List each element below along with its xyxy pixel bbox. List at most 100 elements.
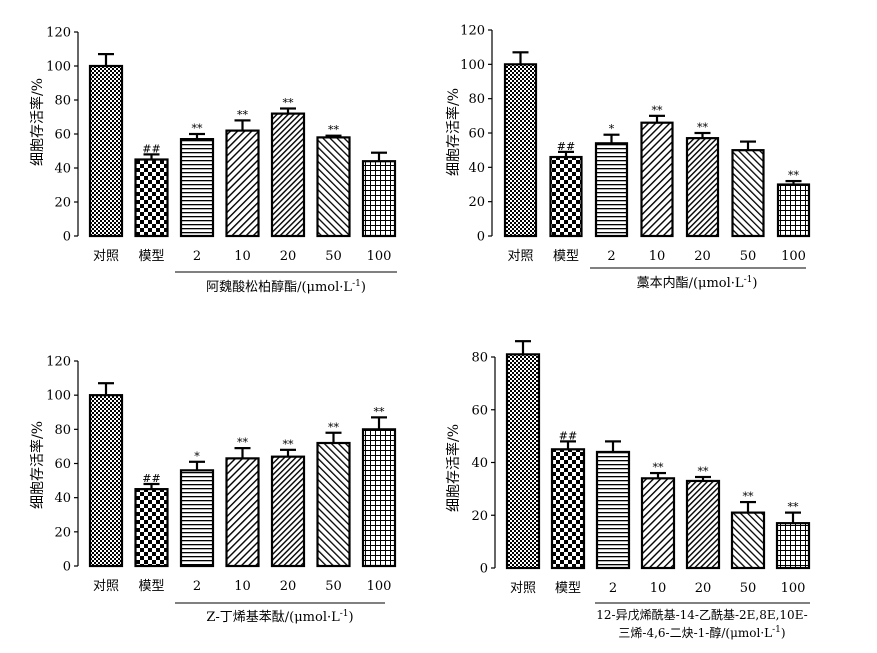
significance-mark: ** — [237, 108, 249, 121]
x-tick-label: 20 — [695, 581, 712, 596]
x-tick-label: 100 — [781, 581, 806, 596]
bar — [776, 183, 811, 238]
y-tick-label: 100 — [46, 60, 71, 75]
plot-area: 0 20 40 60 80 100 120 对照 ## 模型 * 2 ** 10 ** 20 ** 50 ** 100 — [46, 355, 397, 594]
bar — [731, 149, 765, 238]
significance-mark: * — [194, 450, 200, 463]
x-tick-label: 模型 — [553, 249, 579, 264]
bar — [270, 455, 306, 568]
x-tick-label: 50 — [740, 249, 757, 264]
x-tick-label: 对照 — [507, 249, 533, 264]
significance-mark: ** — [652, 104, 664, 117]
bar — [134, 158, 169, 238]
bar — [270, 112, 306, 238]
bar — [134, 488, 169, 568]
x-tick-label: 100 — [367, 579, 392, 594]
x-tick-label: 模型 — [138, 249, 164, 264]
bar — [640, 477, 676, 570]
plot-area: 0 20 40 60 80 100 120 对照 ## 模型 * 2 ** 10 ** 20 50 ** 100 — [460, 24, 811, 264]
y-tick-label: 100 — [460, 58, 485, 73]
bar — [730, 511, 766, 570]
bar — [640, 121, 674, 238]
significance-mark: ** — [192, 122, 204, 135]
x-tick-label: 10 — [234, 249, 251, 264]
y-tick-label: 60 — [54, 128, 71, 143]
x-axis-title-line-2: 三烯-4,6-二炔-1-醇/(μmol·L-1) — [618, 625, 785, 640]
significance-mark: ## — [557, 140, 575, 153]
y-tick-label: 40 — [471, 456, 488, 471]
bar — [316, 136, 351, 238]
chart-panel-c: 细胞存活率/% 0 20 40 60 80 100 120 对照 ## 模型 * 2 ** 10 ** 20 *… — [29, 355, 397, 625]
x-tick-label: 20 — [280, 249, 297, 264]
y-tick-label: 60 — [471, 403, 488, 418]
bar — [685, 479, 721, 570]
x-tick-label: 模型 — [555, 581, 581, 596]
x-tick-label: 2 — [193, 579, 201, 594]
x-tick-label: 20 — [694, 249, 711, 264]
y-tick-label: 120 — [46, 355, 71, 370]
bar — [361, 428, 397, 568]
x-tick-label: 对照 — [510, 581, 536, 596]
x-tick-label: 对照 — [93, 579, 119, 594]
significance-mark: ** — [788, 501, 800, 514]
y-tick-label: 120 — [460, 24, 485, 39]
y-axis-label: 细胞存活率/% — [29, 421, 46, 509]
x-tick-label: 10 — [234, 579, 251, 594]
y-tick-label: 100 — [46, 389, 71, 404]
significance-mark: ** — [283, 438, 295, 451]
x-tick-label: 100 — [781, 249, 806, 264]
y-tick-label: 120 — [46, 26, 71, 41]
chart-panel-d: 细胞存活率/% 0 20 40 60 80 对照 ## 模型 2 ** 10 ** 20 ** 50 ** 10… — [445, 340, 811, 640]
x-tick-label: 模型 — [138, 579, 164, 594]
plot-area: 0 20 40 60 80 100 120 对照 ## 模型 ** 2 ** 10 ** 20 ** 50 100 — [46, 26, 397, 264]
bar — [505, 353, 541, 570]
significance-mark: ** — [743, 490, 755, 503]
significance-mark: ** — [374, 405, 386, 418]
y-tick-label: 80 — [54, 94, 71, 109]
plot-area: 0 20 40 60 80 对照 ## 模型 2 ** 10 ** 20 ** 50 ** 100 — [471, 340, 811, 596]
bar — [225, 457, 260, 568]
significance-mark: ## — [142, 142, 160, 155]
x-tick-label: 50 — [740, 581, 757, 596]
y-tick-label: 40 — [54, 491, 71, 506]
significance-mark: ** — [698, 465, 710, 478]
x-tick-label: 2 — [607, 249, 615, 264]
significance-mark: ** — [788, 169, 800, 182]
bar — [775, 522, 811, 570]
x-axis-title: 藁本内酯/(μmol·L-1) — [637, 275, 758, 291]
x-tick-label: 20 — [280, 579, 297, 594]
significance-mark: ** — [653, 461, 665, 474]
bar — [685, 137, 720, 238]
chart-panel-b: 细胞存活率/% 0 20 40 60 80 100 120 对照 ## 模型 * 2 ** 10 ** 20 5… — [445, 24, 811, 291]
bar — [550, 448, 586, 570]
x-tick-label: 10 — [650, 581, 667, 596]
bar — [594, 142, 629, 238]
y-tick-label: 80 — [54, 423, 71, 438]
bar — [549, 155, 583, 238]
y-tick-label: 0 — [63, 230, 71, 245]
x-axis-title: Z-丁烯基苯酞/(μmol·L-1) — [206, 609, 353, 625]
significance-mark: ** — [328, 124, 340, 137]
x-tick-label: 50 — [325, 579, 342, 594]
bar — [179, 469, 215, 568]
bar — [595, 450, 631, 570]
bar — [179, 138, 215, 238]
x-axis-title-line-1: 12-异戊烯酰基-14-乙酰基-2E,8E,10E- — [596, 608, 807, 622]
y-tick-label: 60 — [468, 127, 485, 142]
y-tick-label: 0 — [480, 562, 488, 577]
y-tick-label: 80 — [468, 92, 485, 107]
y-tick-label: 40 — [54, 162, 71, 177]
significance-mark: ** — [283, 97, 295, 110]
x-tick-label: 10 — [649, 249, 666, 264]
significance-mark: ** — [697, 121, 709, 134]
x-tick-label: 50 — [325, 249, 342, 264]
y-axis-label: 细胞存活率/% — [445, 88, 462, 176]
significance-mark: ** — [237, 436, 249, 449]
y-axis-label: 细胞存活率/% — [445, 424, 462, 512]
x-tick-label: 2 — [193, 249, 201, 264]
y-tick-label: 80 — [471, 351, 488, 366]
significance-mark: ## — [559, 429, 577, 442]
chart-panel-a: 细胞存活率/% 0 20 40 60 80 100 120 对照 ## 模型 ** 2 ** 10 ** 20… — [29, 26, 397, 295]
x-tick-label: 100 — [367, 249, 392, 264]
